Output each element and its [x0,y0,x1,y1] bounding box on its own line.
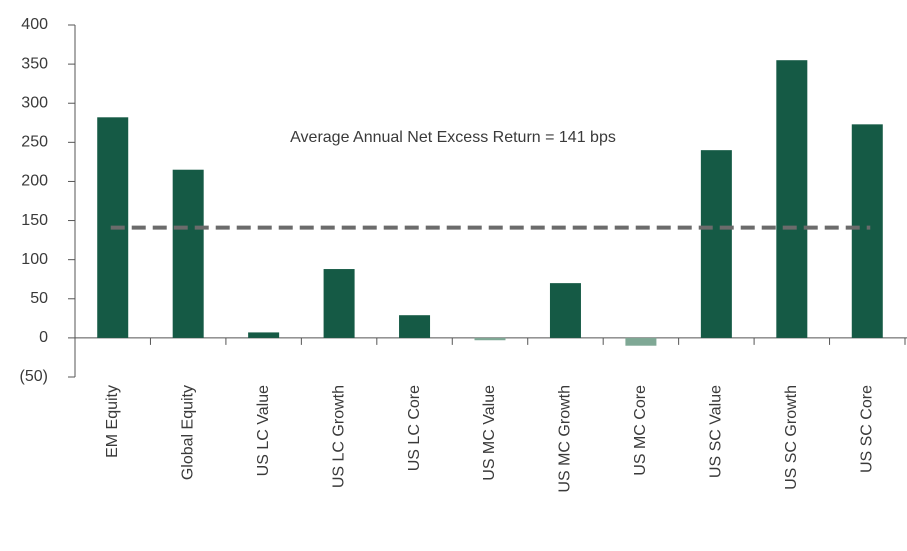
bar [474,337,506,341]
y-tick-label: 50 [30,290,48,307]
x-tick-label: US LC Value [255,385,272,476]
bar [399,315,431,338]
y-tick-label: 150 [21,212,48,229]
bar [851,124,883,338]
x-tick-label: US LC Growth [330,385,347,488]
y-tick-label: 400 [21,16,48,33]
x-tick-label: US MC Core [632,385,649,476]
bar [625,337,657,346]
y-tick-label: 350 [21,55,48,72]
y-tick-label: 100 [21,251,48,268]
bar [549,283,581,338]
y-tick-label: 0 [39,329,48,346]
annotation: Average Annual Net Excess Return = 141 b… [290,129,616,146]
bar [172,169,204,338]
y-tick-label: 300 [21,94,48,111]
x-tick-label: US LC Core [406,385,423,471]
x-tick-label: US SC Growth [783,385,800,490]
bar [700,150,732,338]
bar [323,269,355,338]
y-tick-label: 200 [21,173,48,190]
x-tick-label: US SC Value [708,385,725,478]
x-tick-label: US SC Core [858,385,875,473]
bar [776,60,808,338]
x-tick-label: US MC Growth [557,385,574,493]
y-tick-label: 250 [21,134,48,151]
bar [248,332,280,338]
x-tick-label: US MC Value [481,385,498,481]
x-tick-label: EM Equity [104,385,121,458]
y-tick-label: (50) [20,368,48,385]
x-tick-label: Global Equity [179,385,196,480]
